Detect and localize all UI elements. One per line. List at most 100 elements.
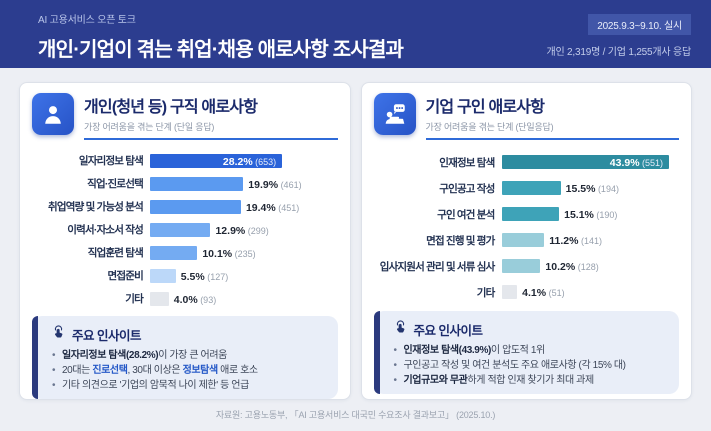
insight-bullet: 20대는 진로선택, 30대 이상은 정보탐색 애로 호소 — [51, 363, 328, 378]
panel-company-titles: 기업 구인 애로사항 가장 어려움을 겪는 단계 (단일응답) — [425, 93, 679, 140]
bar — [150, 291, 169, 306]
bar-value: 28.2% (653) — [222, 155, 277, 168]
bar-value: 10.1% (235) — [202, 247, 256, 260]
bar — [501, 285, 518, 299]
bar-value: 12.9% (299) — [215, 224, 269, 237]
bar-row: 구인 여건 분석 15.1% (190) — [374, 201, 680, 227]
person-icon — [32, 93, 74, 135]
bar-label: 인재정보 탐색 — [439, 156, 495, 169]
bar-row: 인재정보 탐색 43.9% (551) — [374, 149, 680, 175]
bar-value: 15.5% (194) — [565, 183, 619, 195]
bar-value: 15.1% (190) — [564, 209, 618, 221]
individual-bar-chart: 일자리정보 탐색 28.2% (653) 직업·진로선택 19.9% (461) 취업역… — [32, 149, 338, 310]
panel-company-header: 기업 구인 애로사항 가장 어려움을 겪는 단계 (단일응답) — [373, 93, 679, 140]
touch-icon — [393, 319, 408, 339]
panel-individual-titles: 개인(청년 등) 구직 애로사항 가장 어려움을 겪는 단계 (단일 응답) — [84, 93, 338, 140]
bar-zone: 12.9% (299) — [150, 221, 338, 239]
bar-label: 이력서·자소서 작성 — [67, 224, 144, 236]
bar-row: 기타 4.1% (51) — [374, 279, 680, 305]
bar — [150, 222, 211, 237]
bar — [501, 181, 561, 195]
bar-row: 취업역량 및 가능성 분석 19.4% (451) — [32, 195, 338, 218]
individual-insight-header: 주요 인사이트 — [51, 324, 328, 344]
bar-zone: 15.1% (190) — [501, 205, 680, 223]
bar-label: 기타 — [476, 286, 496, 299]
bar-label: 구인 여건 분석 — [437, 208, 495, 221]
bar-value: 19.9% (461) — [248, 178, 302, 191]
insight-bullet: 인재정보 탐색(43.9%)이 압도적 1위 — [393, 343, 670, 358]
bar — [150, 268, 176, 283]
bar-row: 기타 4.0% (93) — [32, 287, 338, 310]
insight-bullet: 기업규모와 무관하게 적합 인재 찾기가 최대 과제 — [393, 373, 670, 388]
bar-zone: 28.2% (653) — [150, 153, 338, 168]
individual-insight-box: 주요 인사이트 일자리정보 탐색(28.2%)이 가장 큰 어려움20대는 진로… — [32, 316, 338, 399]
bar-row: 이력서·자소서 작성 12.9% (299) — [32, 218, 338, 241]
bar — [501, 207, 560, 221]
bar-value: 43.9% (551) — [609, 157, 664, 169]
bar-zone: 10.2% (128) — [501, 257, 680, 275]
insight-bullet: 구인공고 작성 및 여건 분석도 주요 애로사항 (각 15% 대) — [393, 358, 670, 373]
touch-icon — [51, 324, 66, 344]
bar-value: 5.5% (127) — [180, 270, 229, 283]
panel-individual-title: 개인(청년 등) 구직 애로사항 — [84, 99, 258, 116]
bar-zone: 4.0% (93) — [150, 290, 338, 308]
bar-row: 직업훈련 탐색 10.1% (235) — [32, 241, 338, 264]
insight-bullet: 일자리정보 탐색(28.2%)이 가장 큰 어려움 — [51, 348, 328, 363]
employer-icon — [373, 93, 416, 135]
bar-label: 면접준비 — [107, 270, 144, 282]
company-insight-title: 주요 인사이트 — [413, 323, 483, 338]
bar — [150, 199, 241, 214]
bar-value: 11.2% (141) — [549, 235, 602, 247]
panel-company-title: 기업 구인 애로사항 — [425, 99, 545, 116]
insight-bullet: 기타 의견으로 '기업의 암묵적 나이 제한' 등 언급 — [51, 378, 328, 393]
bar-label: 기타 — [125, 293, 144, 305]
bar-zone: 15.5% (194) — [501, 179, 680, 197]
bar-row: 구인공고 작성 15.5% (194) — [374, 175, 680, 201]
page-header: AI 고용서비스 오픈 토크 개인·기업이 겪는 취업·채용 애로사항 조사결과… — [0, 0, 711, 68]
panels-row: 개인(청년 등) 구직 애로사항 가장 어려움을 겪는 단계 (단일 응답) 일… — [0, 68, 711, 400]
bar-label: 직업훈련 탐색 — [87, 247, 144, 259]
bar-zone: 11.2% (141) — [501, 231, 680, 249]
survey-date-badge: 2025.9.3~9.10. 실시 — [588, 14, 691, 35]
header-right: 2025.9.3~9.10. 실시 개인 2,319명 / 기업 1,255개사… — [546, 11, 691, 68]
bar-row: 직업·진로선택 19.9% (461) — [32, 172, 338, 195]
header-left: AI 고용서비스 오픈 토크 개인·기업이 겪는 취업·채용 애로사항 조사결과 — [38, 11, 404, 68]
bar-value: 4.0% (93) — [173, 293, 217, 306]
individual-insight-list: 일자리정보 탐색(28.2%)이 가장 큰 어려움20대는 진로선택, 30대 … — [51, 348, 328, 393]
individual-insight-title: 주요 인사이트 — [72, 328, 141, 343]
bar-label: 구인공고 작성 — [439, 182, 495, 195]
bar-label: 취업역량 및 가능성 분석 — [48, 201, 144, 213]
bar — [150, 176, 244, 191]
bar-zone: 19.4% (451) — [150, 198, 338, 216]
bar-row: 면접 진행 및 평가 11.2% (141) — [374, 227, 680, 253]
bar-value: 10.2% (128) — [545, 261, 599, 273]
panel-individual: 개인(청년 등) 구직 애로사항 가장 어려움을 겪는 단계 (단일 응답) 일… — [19, 82, 351, 400]
header-eyebrow: AI 고용서비스 오픈 토크 — [38, 15, 136, 26]
company-bar-chart: 인재정보 탐색 43.9% (551) 구인공고 작성 15.5% (194) 구인 여… — [374, 149, 680, 305]
bar-value: 19.4% (451) — [245, 201, 300, 214]
company-insight-box: 주요 인사이트 인재정보 탐색(43.9%)이 압도적 1위구인공고 작성 및 … — [373, 311, 679, 394]
bar-label: 면접 진행 및 평가 — [426, 234, 495, 247]
bar-zone: 19.9% (461) — [150, 175, 338, 193]
bar-label: 일자리정보 탐색 — [78, 155, 144, 167]
bar-label: 입사지원서 관리 및 서류 심사 — [379, 260, 496, 273]
panel-individual-header: 개인(청년 등) 구직 애로사항 가장 어려움을 겪는 단계 (단일 응답) — [32, 93, 338, 140]
bar — [150, 245, 198, 260]
bar: 28.2% (653) — [150, 153, 283, 168]
bar-zone: 5.5% (127) — [150, 267, 338, 285]
respondents-count: 개인 2,319명 / 기업 1,255개사 응답 — [546, 47, 691, 58]
panel-company: 기업 구인 애로사항 가장 어려움을 겪는 단계 (단일응답) 인재정보 탐색 4… — [360, 82, 692, 400]
bar-value: 4.1% (51) — [522, 287, 565, 299]
bar-row: 일자리정보 탐색 28.2% (653) — [32, 149, 338, 172]
bar-row: 입사지원서 관리 및 서류 심사 10.2% (128) — [374, 253, 680, 279]
company-insight-header: 주요 인사이트 — [393, 319, 670, 339]
page-title: 개인·기업이 겪는 취업·채용 애로사항 조사결과 — [38, 39, 404, 61]
panel-individual-subtitle: 가장 어려움을 겪는 단계 (단일 응답) — [84, 122, 215, 132]
bar-zone: 10.1% (235) — [150, 244, 338, 262]
panel-company-subtitle: 가장 어려움을 겪는 단계 (단일응답) — [425, 122, 554, 132]
bar — [501, 233, 545, 247]
source-footer: 자료원: 고용노동부, 「AI 고용서비스 대국민 수요조사 결과보고」 (20… — [215, 410, 496, 420]
bar-label: 직업·진로선택 — [87, 178, 144, 190]
bar: 43.9% (551) — [501, 155, 670, 169]
bar-zone: 43.9% (551) — [501, 155, 680, 169]
